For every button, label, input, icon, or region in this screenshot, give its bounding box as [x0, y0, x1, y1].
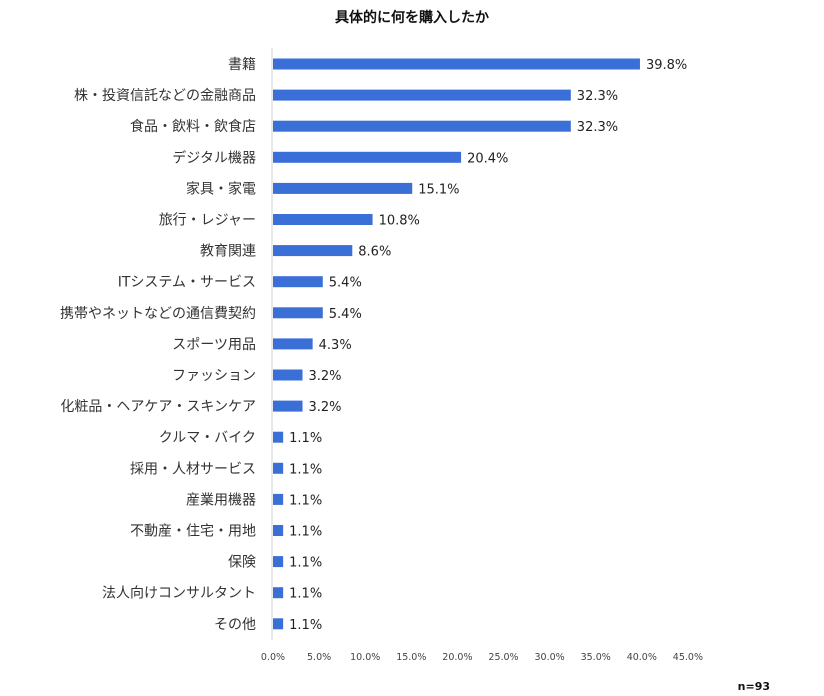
- bar: [273, 89, 571, 101]
- category-label: デジタル機器: [172, 149, 256, 166]
- data-label: 1.1%: [289, 462, 322, 477]
- bar: [273, 245, 353, 257]
- x-tick-label: 40.0%: [627, 652, 657, 663]
- category-label: 法人向けコンサルタント: [102, 586, 256, 602]
- category-labels: 書籍株・投資信託などの金融商品食品・飲料・飲食店デジタル機器家具・家電旅行・レジ…: [60, 56, 256, 633]
- data-label: 39.8%: [646, 58, 687, 73]
- x-tick-labels: 0.0% 5.0% 10.0% 15.0% 20.0% 25.0% 30.0% 35.0% 40…: [261, 652, 703, 663]
- category-label: 採用・人材サービス: [130, 461, 256, 477]
- x-tick-label: 5.0%: [307, 652, 331, 663]
- category-label: 産業用機器: [186, 492, 256, 508]
- category-label: 化粧品・ヘアケア・スキンケア: [60, 399, 256, 415]
- value-labels: 39.8% 32.3% 32.3% 20.4% 15.1% 10.8% 8.6% 5.4% 5.…: [289, 58, 687, 633]
- x-tick-label: 10.0%: [350, 652, 380, 663]
- bars: [273, 58, 640, 630]
- category-label: 食品・飲料・飲食店: [130, 118, 256, 135]
- bar: [273, 338, 313, 350]
- bar: [273, 556, 284, 568]
- data-label: 5.4%: [329, 276, 362, 291]
- bar: [273, 307, 323, 319]
- category-label: ITシステム・サービス: [118, 275, 256, 291]
- category-label: その他: [214, 617, 256, 633]
- data-label: 5.4%: [329, 307, 362, 322]
- category-label: ファッション: [172, 368, 256, 384]
- category-label: 株・投資信託などの金融商品: [74, 88, 256, 104]
- data-label: 3.2%: [309, 369, 342, 384]
- bar: [273, 151, 462, 163]
- data-label: 8.6%: [358, 245, 391, 260]
- data-label: 4.3%: [319, 338, 352, 353]
- data-label: 3.2%: [309, 400, 342, 415]
- category-label: スポーツ用品: [172, 337, 256, 353]
- bar: [273, 462, 284, 474]
- data-label: 10.8%: [379, 214, 420, 229]
- category-label: 不動産・住宅・用地: [130, 524, 256, 540]
- category-label: 教育関連: [200, 244, 256, 260]
- sample-size-note: n=93: [738, 680, 770, 693]
- bar: [273, 400, 303, 412]
- category-label: クルマ・バイク: [159, 430, 256, 446]
- bar: [273, 587, 284, 599]
- data-label: 32.3%: [577, 120, 618, 135]
- bar: [273, 182, 413, 194]
- bar: [273, 618, 284, 630]
- category-label: 家具・家電: [186, 180, 256, 197]
- data-label: 1.1%: [289, 525, 322, 540]
- data-label: 32.3%: [577, 89, 618, 104]
- bar: [273, 58, 640, 70]
- data-label: 1.1%: [289, 556, 322, 571]
- category-label: 旅行・レジャー: [159, 213, 256, 229]
- bar: [273, 120, 571, 132]
- data-label: 1.1%: [289, 618, 322, 633]
- bar: [273, 276, 323, 288]
- x-tick-label: 15.0%: [396, 652, 426, 663]
- x-tick-label: 30.0%: [535, 652, 565, 663]
- category-label: 保険: [228, 555, 256, 571]
- x-tick-label: 25.0%: [488, 652, 518, 663]
- data-label: 1.1%: [289, 431, 322, 446]
- x-tick-label: 35.0%: [581, 652, 611, 663]
- data-label: 1.1%: [289, 493, 322, 508]
- chart-title: 具体的に何を購入したか: [334, 9, 489, 26]
- data-label: 1.1%: [289, 587, 322, 602]
- category-label: 書籍: [228, 56, 256, 73]
- bar: [273, 369, 303, 381]
- data-label: 15.1%: [418, 182, 459, 197]
- category-label: 携帯やネットなどの通信費契約: [60, 306, 256, 322]
- x-tick-label: 0.0%: [261, 652, 285, 663]
- x-tick-label: 45.0%: [673, 652, 703, 663]
- bar: [273, 431, 284, 443]
- bar: [273, 525, 284, 536]
- data-label: 20.4%: [467, 151, 508, 166]
- bar: [273, 214, 373, 225]
- x-tick-label: 20.0%: [442, 652, 472, 663]
- bar: [273, 493, 284, 505]
